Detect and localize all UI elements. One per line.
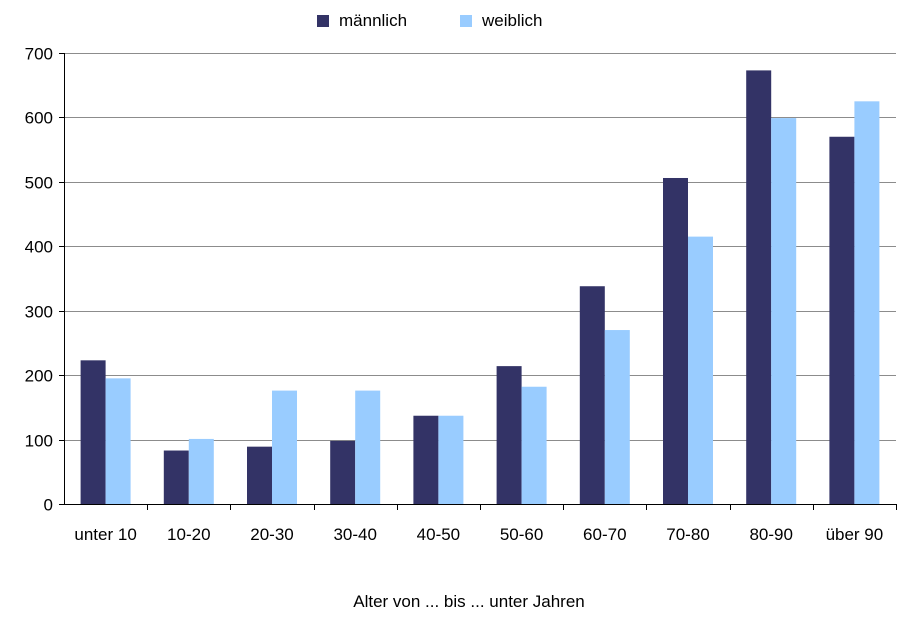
bar-female xyxy=(604,330,630,504)
bar-female xyxy=(688,236,713,504)
legend-swatch xyxy=(460,15,472,27)
y-tick-labels: 0 100 200 300 400 500 600 700 xyxy=(25,45,53,515)
bar-female xyxy=(272,390,297,504)
x-tick-labels: unter 10 10-20 20-30 30-40 40-50 50-60 60-70 70… xyxy=(74,525,883,544)
y-tick-label: 300 xyxy=(25,303,53,322)
y-tick-label: 100 xyxy=(25,432,53,451)
y-tick-label: 0 xyxy=(44,496,53,515)
legend-label: männlich xyxy=(339,11,407,30)
bars xyxy=(80,70,880,505)
bar-male xyxy=(247,446,272,504)
bar-male xyxy=(163,450,189,504)
y-tick-label: 200 xyxy=(25,367,53,386)
bar-female xyxy=(355,390,381,504)
axes xyxy=(64,53,896,505)
bar-male xyxy=(330,440,356,504)
y-tick-label: 500 xyxy=(25,174,53,193)
bar-male xyxy=(80,360,106,504)
bar-female xyxy=(521,386,547,504)
legend: männlich weiblich xyxy=(317,11,542,30)
bar-male xyxy=(663,177,688,504)
bar-male xyxy=(413,415,439,504)
bar-female xyxy=(105,378,131,504)
bar-female xyxy=(771,118,797,504)
x-tick-label: 40-50 xyxy=(417,525,460,544)
bar-male xyxy=(496,366,522,504)
x-tick-label: 60-70 xyxy=(583,525,626,544)
legend-label: weiblich xyxy=(481,11,542,30)
x-tick-label: 70-80 xyxy=(666,525,709,544)
y-tick-label: 600 xyxy=(25,109,53,128)
bar-female xyxy=(854,101,880,505)
x-tick-label: über 90 xyxy=(826,525,884,544)
bar-female xyxy=(438,415,464,504)
x-tick-label: 80-90 xyxy=(749,525,792,544)
bar-male xyxy=(746,70,772,504)
x-tick-label: 30-40 xyxy=(333,525,376,544)
bar-male xyxy=(829,136,855,504)
x-tick-label: unter 10 xyxy=(74,525,136,544)
bar-female xyxy=(188,438,214,504)
legend-swatch xyxy=(317,15,329,27)
x-tick-label: 50-60 xyxy=(500,525,543,544)
x-tick-label: 20-30 xyxy=(250,525,293,544)
x-tick-label: 10-20 xyxy=(167,525,210,544)
y-tick-label: 400 xyxy=(25,238,53,257)
bar-male xyxy=(579,286,605,504)
x-axis-label: Alter von ... bis ... unter Jahren xyxy=(353,592,585,611)
y-tick-label: 700 xyxy=(25,45,53,64)
